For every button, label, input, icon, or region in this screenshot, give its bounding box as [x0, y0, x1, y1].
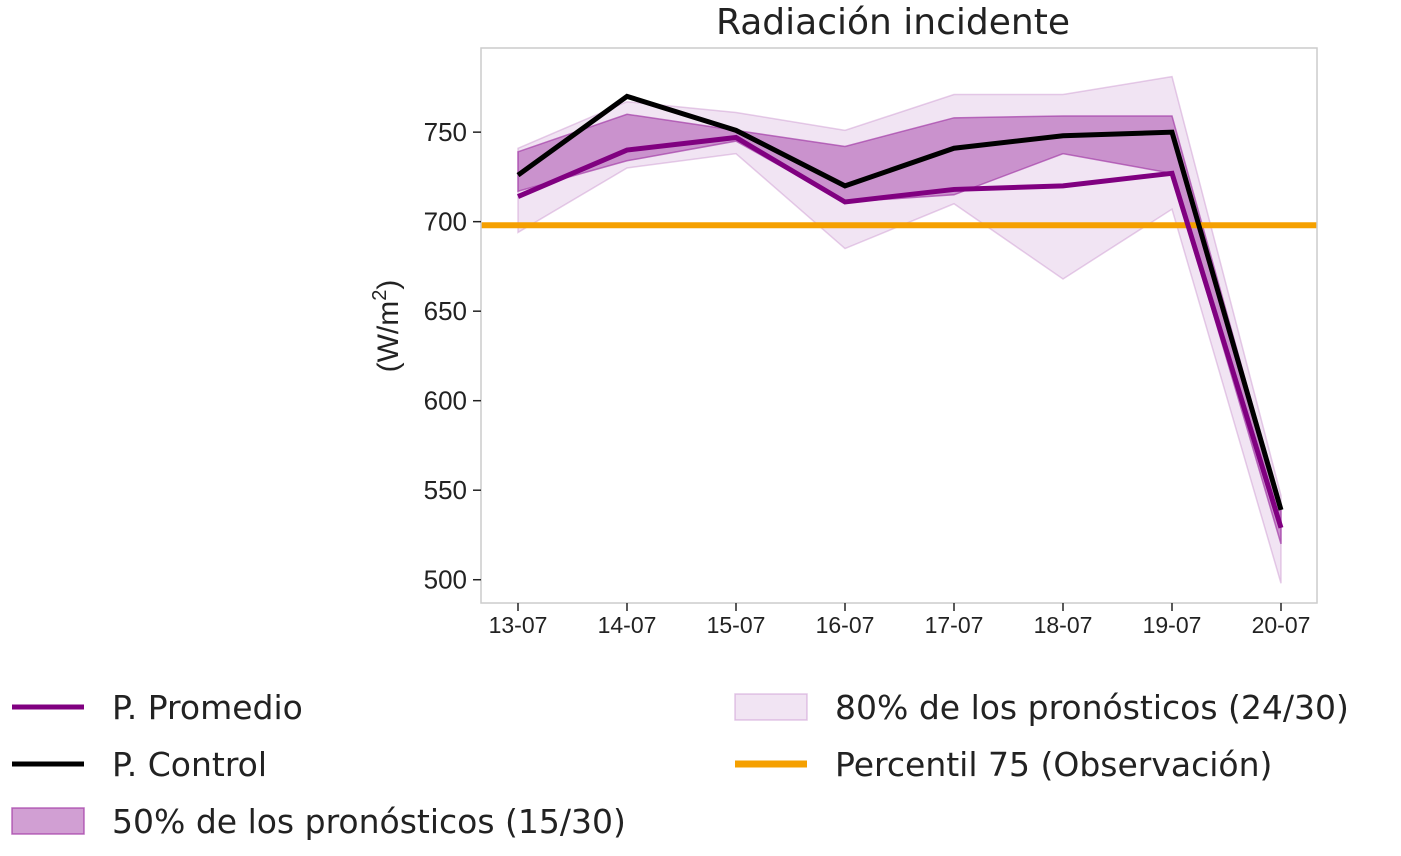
lines-layer	[481, 93, 1317, 529]
y-tick-label: 500	[424, 565, 467, 595]
legend-swatch	[734, 693, 808, 721]
band-50-de-los-pronosticos-15-30	[517, 113, 1282, 545]
y-tick-label: 600	[424, 386, 467, 416]
y-tick-label: 700	[424, 207, 467, 237]
x-tick-label: 16-07	[816, 612, 875, 638]
y-axis-label: (W/m2)	[369, 280, 405, 373]
legend: P. Promedio P. Control 50% de los pronósti…	[11, 688, 1349, 841]
line-p-promedio	[517, 134, 1284, 529]
y-axis-label-main: (W/m	[372, 301, 405, 373]
legend-item-80-de-los-pronosticos-24-30: 80% de los pronósticos (24/30)	[734, 688, 1349, 727]
y-axis-label-superscript: 2	[369, 290, 391, 301]
legend-swatch	[11, 807, 85, 835]
y-axis: 500 550 600 650 700 750	[424, 117, 481, 595]
legend-label: 80% de los pronósticos (24/30)	[835, 688, 1349, 727]
x-tick-label: 18-07	[1034, 612, 1093, 638]
legend-item-percentil-75-observacion: Percentil 75 (Observación)	[735, 745, 1272, 784]
legend-label: 50% de los pronósticos (15/30)	[112, 802, 626, 841]
y-tick-label: 750	[424, 117, 467, 147]
band-80-de-los-pronosticos-24-30	[517, 75, 1282, 584]
legend-item-p-control: P. Control	[12, 745, 267, 784]
x-tick-label: 19-07	[1143, 612, 1202, 638]
legend-item-50-de-los-pronosticos-15-30: 50% de los pronósticos (15/30)	[11, 802, 626, 841]
y-tick-label: 550	[424, 475, 467, 505]
line-p-control	[516, 93, 1284, 511]
x-axis: 13-07 14-07 15-07 16-07 17-07 18-07 19-07 20-07	[489, 603, 1311, 638]
legend-label: P. Control	[112, 745, 267, 784]
x-tick-label: 14-07	[598, 612, 657, 638]
y-tick-label: 650	[424, 296, 467, 326]
bands-layer	[517, 75, 1282, 584]
y-axis-label-close: )	[372, 280, 405, 290]
chart-title: Radiación incidente	[716, 2, 1070, 43]
legend-item-p-promedio: P. Promedio	[12, 688, 303, 727]
x-tick-label: 20-07	[1252, 612, 1311, 638]
legend-label: Percentil 75 (Observación)	[835, 745, 1272, 784]
plot-frame	[480, 47, 1318, 604]
plot-area	[480, 47, 1318, 604]
x-tick-label: 13-07	[489, 612, 548, 638]
x-tick-label: 15-07	[707, 612, 766, 638]
x-tick-label: 17-07	[925, 612, 984, 638]
legend-label: P. Promedio	[112, 688, 303, 727]
